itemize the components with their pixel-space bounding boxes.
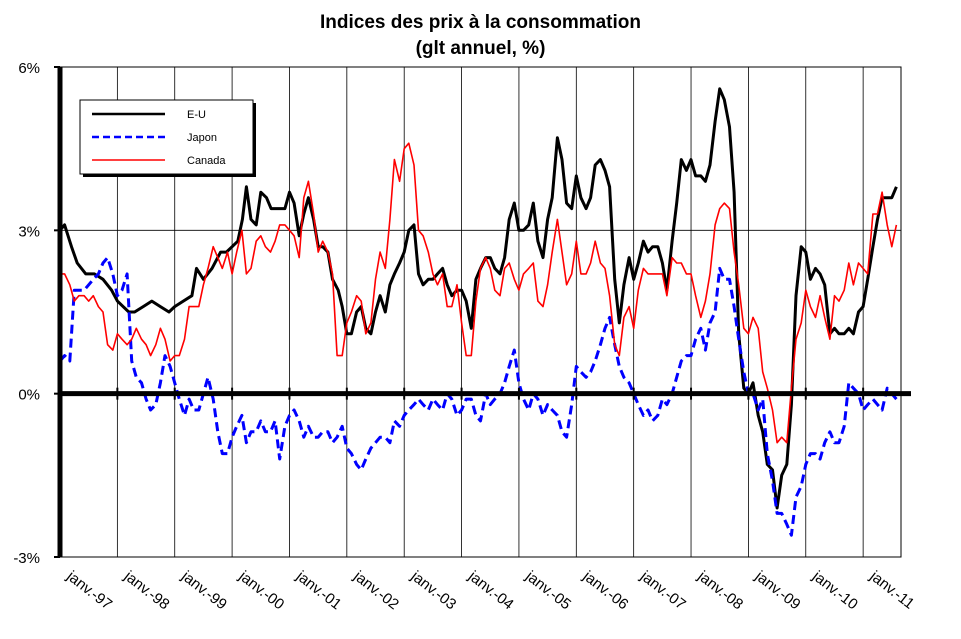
x-tick-label: janv.-06: [579, 567, 631, 613]
series-line-japon: [58, 256, 898, 537]
legend: E-U Japon Canada: [79, 99, 256, 177]
series-line-e-u: [58, 87, 898, 510]
x-tick-label: janv.-09: [751, 567, 803, 613]
x-tick-label: janv.-11: [866, 567, 918, 612]
legend-label-e-u: E-U: [187, 109, 206, 121]
x-tick-label: janv.-99: [177, 567, 229, 613]
y-tick-label: 3%: [18, 223, 40, 240]
y-tick-label: 0%: [18, 387, 40, 404]
legend-label-japon: Japon: [187, 132, 217, 144]
y-tick-label: -3%: [13, 550, 40, 567]
x-tick-label: janv.-03: [407, 567, 459, 613]
x-tick-label: janv.-08: [694, 567, 746, 613]
x-tick-label: janv.-01: [292, 567, 344, 613]
x-tick-label: janv.-04: [464, 567, 516, 613]
x-tick-label: janv.-10: [809, 567, 861, 613]
x-tick-label: janv.-98: [120, 567, 172, 613]
chart-subtitle: (glt annuel, %): [415, 38, 546, 59]
x-tick-label: janv.-97: [63, 567, 115, 613]
legend-label-canada: Canada: [187, 155, 226, 167]
x-tick-label: janv.-07: [636, 567, 688, 613]
series-line-canada: [60, 142, 898, 444]
y-tick-label: 6%: [18, 60, 40, 77]
axis-layer: [54, 66, 911, 558]
x-tick-label: janv.-05: [522, 567, 574, 613]
x-tick-label: janv.-02: [350, 567, 402, 613]
series-layer: [58, 87, 898, 537]
chart-title: Indices des prix à la consommation: [320, 12, 641, 33]
x-tick-label: janv.-00: [235, 567, 287, 613]
